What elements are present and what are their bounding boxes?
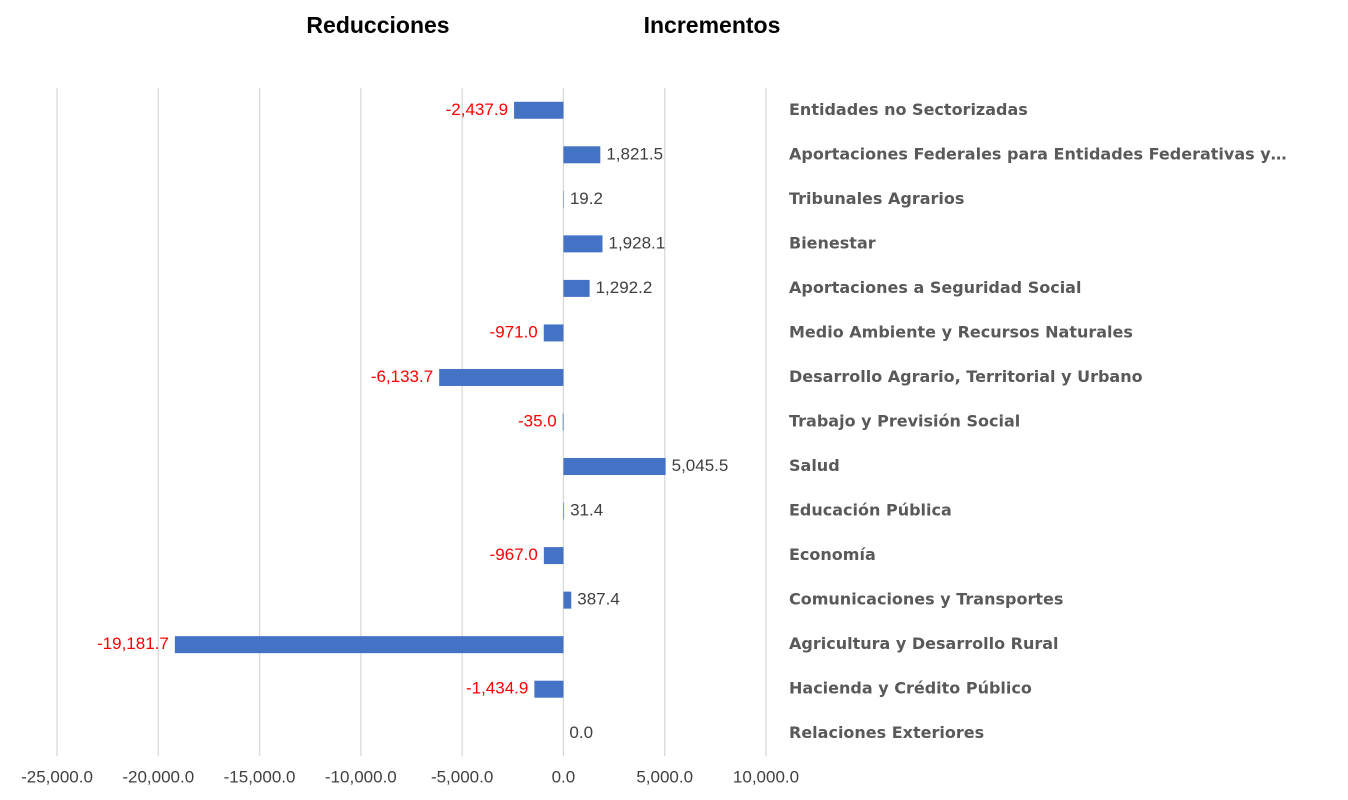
category-label: Agricultura y Desarrollo Rural [789, 634, 1059, 653]
category-label: Relaciones Exteriores [789, 723, 984, 742]
category-label: Desarrollo Agrario, Territorial y Urbano [789, 367, 1143, 386]
x-tick-label: 5,000.0 [636, 767, 693, 786]
x-tick-label: -5,000.0 [431, 767, 493, 786]
bar [563, 502, 565, 520]
bar [543, 547, 564, 565]
x-tick-label: 10,000.0 [733, 767, 799, 786]
data-label: -1,434.9 [466, 679, 528, 698]
data-label: 1,292.2 [596, 278, 653, 297]
bar [174, 636, 564, 654]
data-label: -6,133.7 [371, 367, 433, 386]
category-label: Comunicaciones y Transportes [789, 590, 1063, 609]
bar [563, 146, 601, 164]
bar [562, 413, 564, 431]
bar [563, 458, 666, 476]
data-label: 5,045.5 [672, 456, 729, 475]
x-tick-label: -25,000.0 [21, 767, 93, 786]
data-label: -2,437.9 [446, 100, 508, 119]
x-tick-label: -15,000.0 [224, 767, 296, 786]
category-label: Medio Ambiente y Recursos Naturales [789, 322, 1133, 341]
category-label: Tribunales Agrarios [789, 189, 964, 208]
category-label: Salud [789, 456, 840, 475]
bar [543, 324, 564, 342]
bar [439, 368, 564, 386]
category-label: Bienestar [789, 233, 876, 252]
x-tick-label: 0.0 [552, 767, 576, 786]
data-label: -971.0 [490, 322, 538, 341]
category-label: Educación Pública [789, 501, 952, 520]
bar [514, 101, 564, 119]
x-tick-label: -20,000.0 [122, 767, 194, 786]
bar [563, 591, 572, 609]
category-label: Trabajo y Previsión Social [789, 412, 1020, 431]
data-label: 1,928.1 [608, 233, 665, 252]
data-label: -967.0 [490, 545, 538, 564]
data-label: 1,821.5 [606, 144, 663, 163]
category-label: Entidades no Sectorizadas [789, 100, 1028, 119]
category-label: Aportaciones Federales para Entidades Fe… [789, 144, 1287, 163]
x-tick-label: -10,000.0 [325, 767, 397, 786]
data-label: 19.2 [570, 189, 603, 208]
data-label: 0.0 [569, 723, 593, 742]
category-label: Economía [789, 545, 876, 564]
data-label: -35.0 [518, 411, 557, 430]
category-label: Hacienda y Crédito Público [789, 679, 1032, 698]
data-label: 387.4 [577, 590, 620, 609]
bar [534, 680, 564, 698]
data-label: -19,181.7 [97, 634, 169, 653]
bar [563, 235, 603, 253]
bar [563, 279, 590, 297]
right-title: Incrementos [644, 12, 781, 38]
category-label: Aportaciones a Seguridad Social [789, 278, 1081, 297]
left-title: Reducciones [306, 12, 449, 38]
data-label: 31.4 [570, 501, 603, 520]
